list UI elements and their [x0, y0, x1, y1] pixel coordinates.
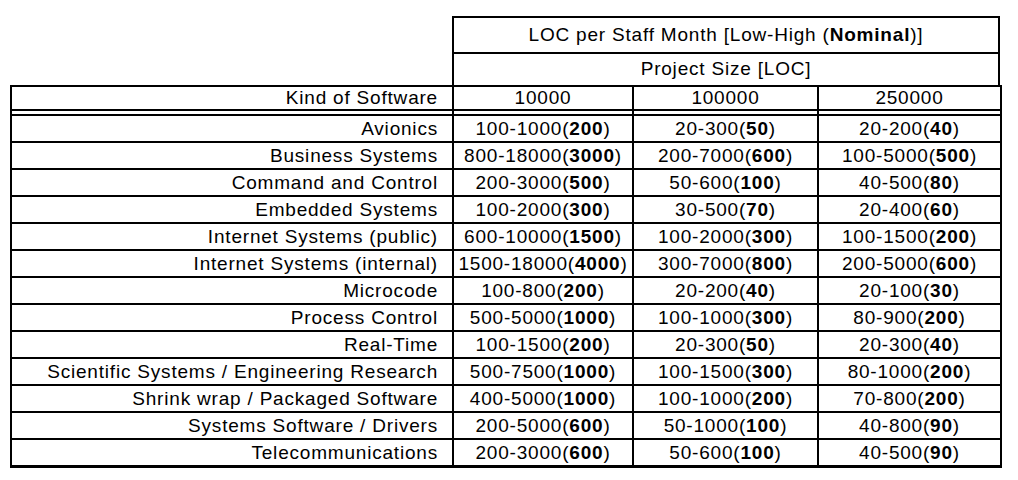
- loc-value-cell: 40-800(90): [818, 412, 1001, 439]
- size-header-100000: 100000: [633, 86, 818, 110]
- table-header-block: LOC per Staff Month [Low-High (Nominal)]…: [452, 16, 1000, 85]
- row-label: Scientific Systems / Engineering Researc…: [11, 358, 453, 385]
- kind-of-software-header: Kind of Software: [11, 86, 453, 110]
- project-size-header: Project Size [LOC]: [454, 54, 998, 83]
- table-title-nominal: Nominal: [830, 24, 911, 46]
- row-label: Shrink wrap / Packaged Software: [11, 385, 453, 412]
- loc-value-cell: 20-300(40): [818, 331, 1001, 358]
- loc-value-cell: 100-1500(300): [633, 358, 818, 385]
- loc-value-cell: 100-1000(300): [633, 304, 818, 331]
- row-label: Avionics: [11, 115, 453, 142]
- loc-value-cell: 20-200(40): [818, 115, 1001, 142]
- loc-value-cell: 500-7500(1000): [453, 358, 633, 385]
- row-label: Process Control: [11, 304, 453, 331]
- loc-value-cell: 200-5000(600): [453, 412, 633, 439]
- loc-value-cell: 20-400(60): [818, 196, 1001, 223]
- loc-value-cell: 50-600(100): [633, 169, 818, 196]
- loc-value-cell: 100-1000(200): [633, 385, 818, 412]
- loc-value-cell: 20-100(30): [818, 277, 1001, 304]
- table-title: LOC per Staff Month [Low-High (Nominal)]: [454, 18, 998, 54]
- loc-value-cell: 100-1000(200): [453, 115, 633, 142]
- loc-value-cell: 20-200(40): [633, 277, 818, 304]
- table-row: Telecommunications200-3000(600)50-600(10…: [11, 439, 1001, 467]
- table-row: Shrink wrap / Packaged Software400-5000(…: [11, 385, 1001, 412]
- loc-value-cell: 100-5000(500): [818, 142, 1001, 169]
- loc-value-cell: 20-300(50): [633, 331, 818, 358]
- table-row: Avionics100-1000(200)20-300(50)20-200(40…: [11, 115, 1001, 142]
- loc-value-cell: 70-800(200): [818, 385, 1001, 412]
- table-title-suffix: )]: [910, 24, 923, 46]
- row-label: Telecommunications: [11, 439, 453, 467]
- loc-value-cell: 200-5000(600): [818, 250, 1001, 277]
- loc-value-cell: 100-1500(200): [818, 223, 1001, 250]
- table-title-text: LOC per Staff Month [Low-High (: [529, 24, 830, 46]
- row-label: Embedded Systems: [11, 196, 453, 223]
- loc-value-cell: 100-800(200): [453, 277, 633, 304]
- size-header-250000: 250000: [818, 86, 1001, 110]
- loc-value-cell: 100-1500(200): [453, 331, 633, 358]
- loc-value-cell: 20-300(50): [633, 115, 818, 142]
- table-row: Scientific Systems / Engineering Researc…: [11, 358, 1001, 385]
- table-row: Internet Systems (public)600-10000(1500)…: [11, 223, 1001, 250]
- loc-value-cell: 600-10000(1500): [453, 223, 633, 250]
- table-row: Systems Software / Drivers200-5000(600)5…: [11, 412, 1001, 439]
- loc-value-cell: 300-7000(800): [633, 250, 818, 277]
- loc-value-cell: 500-5000(1000): [453, 304, 633, 331]
- loc-value-cell: 40-500(90): [818, 439, 1001, 467]
- loc-value-cell: 30-500(70): [633, 196, 818, 223]
- loc-per-staff-month-table: Kind of Software 10000 100000 250000 Avi…: [10, 85, 1002, 468]
- row-label: Business Systems: [11, 142, 453, 169]
- row-label: Internet Systems (internal): [11, 250, 453, 277]
- loc-value-cell: 80-1000(200): [818, 358, 1001, 385]
- loc-value-cell: 200-3000(600): [453, 439, 633, 467]
- row-label: Microcode: [11, 277, 453, 304]
- row-label: Real-Time: [11, 331, 453, 358]
- row-label: Command and Control: [11, 169, 453, 196]
- loc-value-cell: 100-2000(300): [453, 196, 633, 223]
- table-row: Process Control500-5000(1000)100-1000(30…: [11, 304, 1001, 331]
- loc-value-cell: 200-7000(600): [633, 142, 818, 169]
- loc-value-cell: 1500-18000(4000): [453, 250, 633, 277]
- loc-value-cell: 100-2000(300): [633, 223, 818, 250]
- table-row: Microcode100-800(200)20-200(40)20-100(30…: [11, 277, 1001, 304]
- loc-value-cell: 800-18000(3000): [453, 142, 633, 169]
- row-label: Internet Systems (public): [11, 223, 453, 250]
- loc-value-cell: 50-600(100): [633, 439, 818, 467]
- loc-value-cell: 50-1000(100): [633, 412, 818, 439]
- loc-value-cell: 200-3000(500): [453, 169, 633, 196]
- table-row: Embedded Systems100-2000(300)30-500(70)2…: [11, 196, 1001, 223]
- table-row: Real-Time100-1500(200)20-300(50)20-300(4…: [11, 331, 1001, 358]
- row-label: Systems Software / Drivers: [11, 412, 453, 439]
- loc-value-cell: 40-500(80): [818, 169, 1001, 196]
- table-row: Command and Control200-3000(500)50-600(1…: [11, 169, 1001, 196]
- loc-value-cell: 80-900(200): [818, 304, 1001, 331]
- table-row: Business Systems800-18000(3000)200-7000(…: [11, 142, 1001, 169]
- column-header-row: Kind of Software 10000 100000 250000: [11, 86, 1001, 110]
- loc-value-cell: 400-5000(1000): [453, 385, 633, 412]
- table-row: Internet Systems (internal)1500-18000(40…: [11, 250, 1001, 277]
- size-header-10000: 10000: [453, 86, 633, 110]
